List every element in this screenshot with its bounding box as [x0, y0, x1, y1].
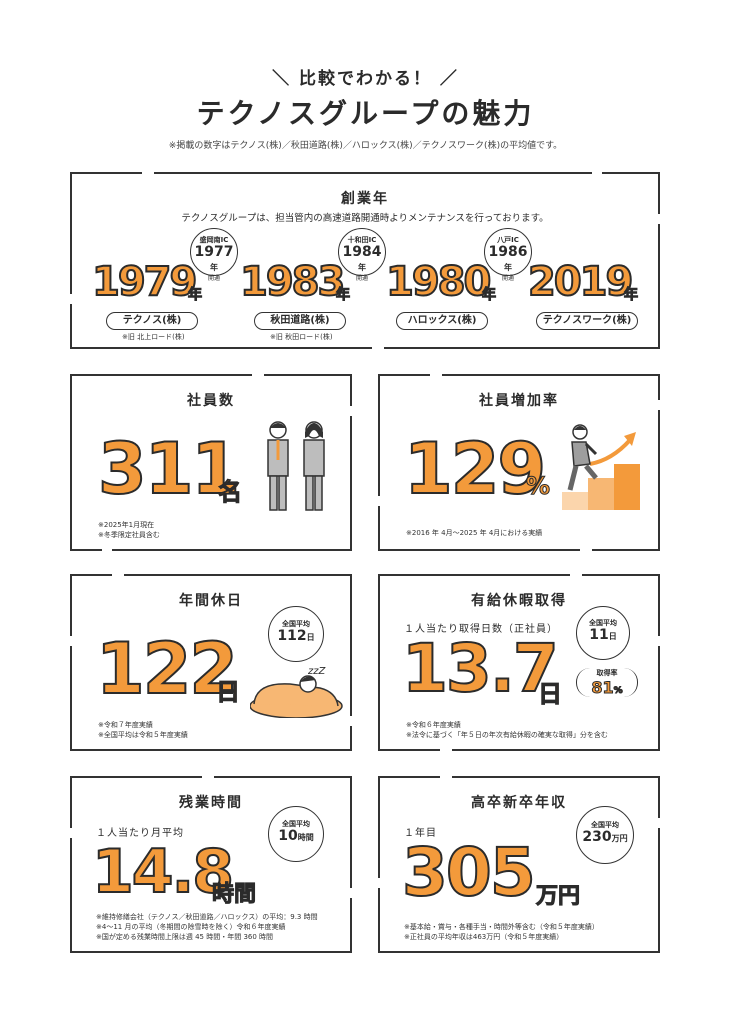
company-note: ※旧 秋田ロード(株)	[270, 333, 333, 341]
employees-note-1: ※2025年1月現在	[98, 521, 155, 529]
acquisition-rate: 取得率 81%	[576, 668, 638, 698]
overtime-note-3: ※国が定める残業時間上限は週 45 時間・年間 360 時間	[96, 933, 274, 941]
paid-leave-unit: 日	[538, 680, 563, 709]
stairs-growth-icon	[562, 424, 640, 510]
founding-year: 2019	[527, 259, 634, 305]
holidays-title: 年間休日	[179, 593, 243, 609]
holidays-unit: 日	[216, 678, 241, 707]
ic-bubble: 十和田IC 1984年 開通	[338, 228, 386, 282]
founding-title: 創業年	[341, 191, 389, 207]
holidays-card: 年間休日 122 日 全国平均 112日 zzZ ※令和７年度実績 ※全国平均は…	[69, 573, 353, 751]
overtime-note-1: ※維持修繕会社（テクノス／秋田道路／ハロックス）の平均：9.3 時間	[96, 913, 318, 921]
founding-year-unit: 年	[188, 287, 203, 304]
founding-year: 1980	[385, 259, 492, 305]
company-name-pill: テクノス(株)	[106, 312, 198, 330]
overtime-unit: 時間	[211, 882, 257, 908]
national-average-bubble: 全国平均 10時間	[268, 806, 324, 862]
overtime-title: 残業時間	[179, 795, 243, 811]
national-average-bubble: 全国平均 112日	[268, 606, 324, 662]
founding-company-1: 盛岡南IC 1977年 開通 1979 年 テクノス(株) ※旧 北上ロード(株…	[91, 228, 238, 346]
company-name-pill: ハロックス(株)	[396, 312, 488, 330]
company-name-pill: テクノスワーク(株)	[536, 312, 638, 330]
founding-company-3: 八戸IC 1986年 開通 1980 年 ハロックス(株)	[385, 228, 532, 346]
employees-note-2: ※冬季限定社員含む	[98, 531, 160, 539]
salary-unit: 万円	[535, 884, 581, 910]
header-note: ※掲載の数字はテクノス(株)／秋田道路(株)／ハロックス(株)／テクノスワーク(…	[168, 141, 563, 151]
overtime-subtitle: １人当たり月平均	[96, 828, 184, 839]
paid-leave-value: 13.7	[401, 630, 560, 707]
sleeping-person-icon	[250, 675, 343, 718]
founding-card: 創業年 テクノスグループは、担当管内の高速道路開通時よりメンテナンスを行っており…	[69, 171, 661, 350]
founding-desc: テクノスグループは、担当管内の高速道路開通時よりメンテナンスを行っております。	[181, 213, 549, 224]
overtime-note-2: ※4～11 月の平均（冬期間の除雪時を除く）令和６年度実績	[96, 923, 286, 931]
paid-leave-note-2: ※法令に基づく「年５日の年次有給休暇の確実な取得」分を含む	[406, 731, 608, 739]
salary-subtitle: １年目	[404, 828, 437, 839]
paid-leave-title: 有給休暇取得	[471, 593, 567, 609]
growth-card: 社員増加率 129 % ※2016 年 4月～2025 年 4月における実績	[377, 373, 661, 552]
sleep-zzz: zzZ	[308, 666, 326, 677]
two-staff-icon	[267, 421, 325, 511]
ic-bubble: 盛岡南IC 1977年 開通	[190, 228, 238, 282]
employees-unit: 名	[218, 478, 243, 507]
founding-year-unit: 年	[624, 287, 639, 304]
salary-note-2: ※正社員の平均年収は463万円（令和５年度実績）	[404, 933, 564, 941]
rate-value: 81	[591, 678, 614, 698]
overtime-card: 残業時間 １人当たり月平均 14.8 時間 全国平均 10時間 ※維持修繕会社（…	[69, 775, 353, 953]
header-kicker: ＼ 比較でわかる！ ／	[272, 69, 459, 89]
salary-title: 高卒新卒年収	[471, 795, 567, 811]
holidays-note-1: ※令和７年度実績	[98, 721, 153, 729]
overtime-value: 14.8	[91, 837, 235, 907]
national-average-bubble: 全国平均 230万円	[576, 806, 634, 864]
holidays-note-2: ※全国平均は令和５年度実績	[98, 731, 188, 739]
growth-value: 129	[403, 428, 547, 510]
growth-note-1: ※2016 年 4月～2025 年 4月における実績	[406, 529, 543, 537]
growth-unit: %	[525, 472, 551, 501]
salary-value: 305	[401, 834, 537, 911]
paid-leave-subtitle: １人当たり取得日数（正社員）	[404, 624, 558, 635]
founding-year: 1983	[239, 259, 346, 305]
rate-label: 取得率	[596, 669, 618, 677]
founding-year-unit: 年	[482, 287, 497, 304]
founding-company-4: 2019 年 テクノスワーク(株)	[527, 228, 658, 346]
employees-title: 社員数	[187, 393, 235, 409]
employees-card: 社員数 311 名 ※2025年1月現在 ※冬季限定社員含む	[70, 373, 353, 552]
founding-year: 1979	[91, 259, 198, 305]
ic-bubble: 八戸IC 1986年 開通	[484, 228, 532, 282]
salary-card: 高卒新卒年収 １年目 305 万円 全国平均 230万円 ※基本給・賞与・各種手…	[377, 775, 661, 953]
founding-year-unit: 年	[336, 287, 351, 304]
paid-leave-note-1: ※令和６年度実績	[406, 721, 461, 729]
founding-company-2: 十和田IC 1984年 開通 1983 年 秋田道路(株) ※旧 秋田ロード(株…	[239, 228, 386, 346]
rate-unit: %	[613, 686, 623, 697]
employees-value: 311	[97, 428, 241, 510]
salary-note-1: ※基本給・賞与・各種手当・時間外等含む（令和５年度実績）	[404, 923, 599, 931]
paid-leave-card: 有給休暇取得 １人当たり取得日数（正社員） 13.7 日 全国平均 11日 取得…	[378, 573, 661, 752]
national-average-bubble: 全国平均 11日	[576, 606, 630, 660]
page-title: テクノスグループの魅力	[196, 97, 535, 130]
holidays-value: 122	[95, 628, 239, 710]
company-name-pill: 秋田道路(株)	[254, 312, 346, 330]
growth-title: 社員増加率	[479, 393, 559, 409]
company-note: ※旧 北上ロード(株)	[122, 333, 185, 341]
